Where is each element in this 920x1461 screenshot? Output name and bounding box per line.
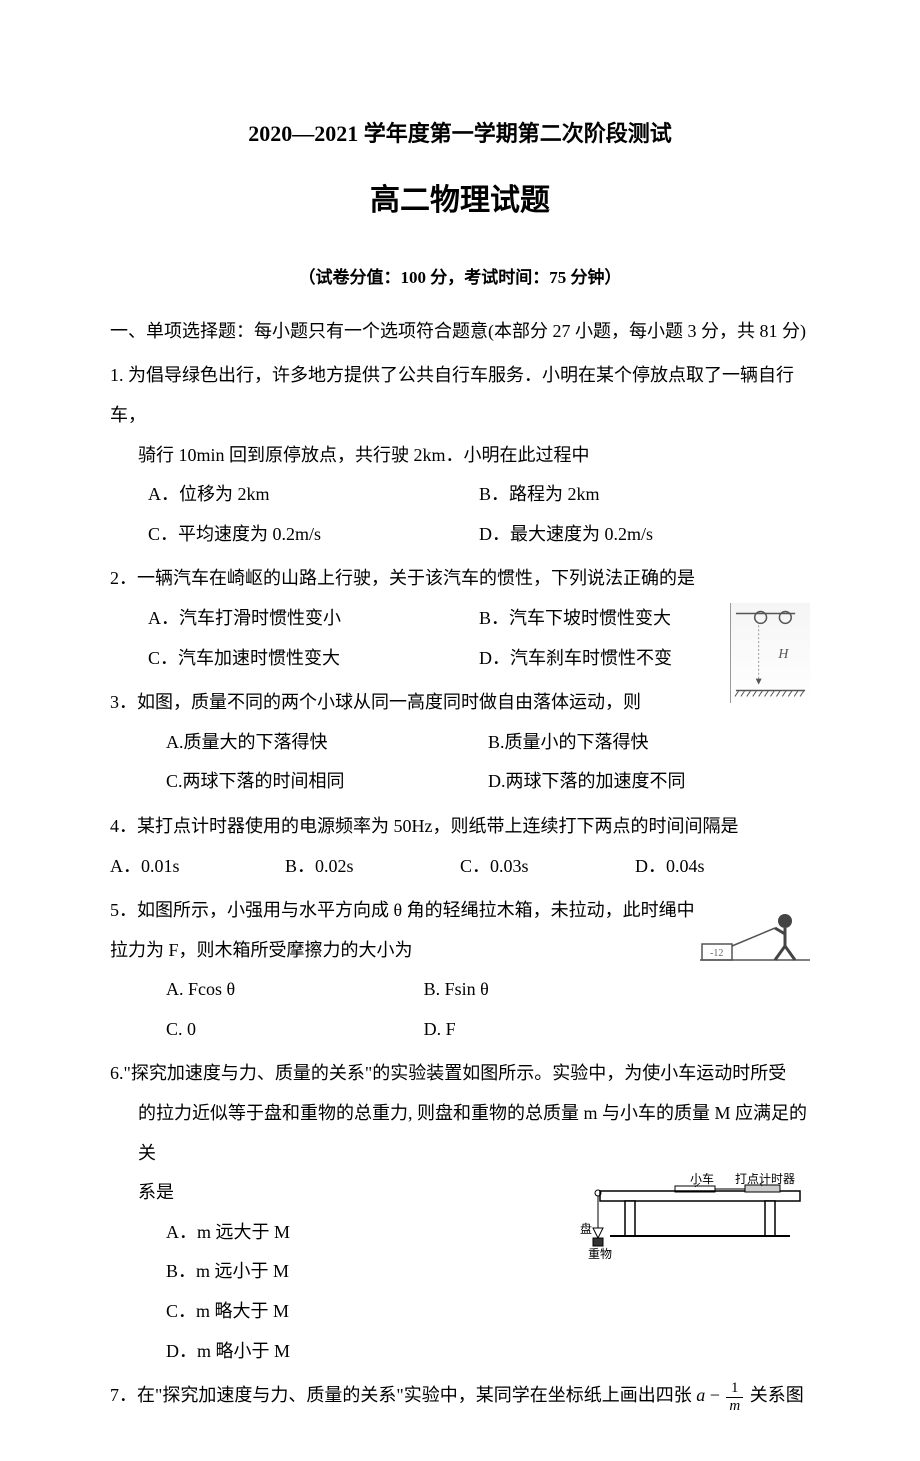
q5-option-c: C. 0 — [166, 1010, 424, 1050]
q7-text: 7．在"探究加速度与力、质量的关系"实验中，某同学在坐标纸上画出四张 a − 1… — [110, 1376, 810, 1416]
question-3: H 3．如图，质量不同的两个小球从同一高度同时做自由落体运动，则 A.质量大的下… — [110, 683, 810, 802]
q7-frac-den: m — [726, 1398, 743, 1415]
q1-option-d: D．最大速度为 0.2m/s — [479, 515, 810, 555]
q3-text: 3．如图，质量不同的两个小球从同一高度同时做自由落体运动，则 — [110, 683, 810, 723]
q1-option-b: B．路程为 2km — [479, 475, 810, 515]
q3-figure: H — [730, 603, 810, 703]
svg-text:盘: 盘 — [580, 1221, 592, 1236]
section1-header: 一、单项选择题：每小题只有一个选项符合题意(本部分 27 小题，每小题 3 分，… — [110, 312, 810, 352]
q5-option-d: D. F — [424, 1010, 746, 1050]
sub-title: 高二物理试题 — [110, 168, 810, 234]
q3-option-b: B.质量小的下落得快 — [488, 723, 810, 763]
question-1: 1. 为倡导绿色出行，许多地方提供了公共自行车服务．小明在某个停放点取了一辆自行… — [110, 356, 810, 554]
q1-option-a: A．位移为 2km — [148, 475, 479, 515]
q5-option-b: B. Fsin θ — [424, 970, 746, 1010]
q1-text-line1: 1. 为倡导绿色出行，许多地方提供了公共自行车服务．小明在某个停放点取了一辆自行… — [110, 356, 810, 435]
q3-option-a: A.质量大的下落得快 — [166, 723, 488, 763]
q3-option-d: D.两球下落的加速度不同 — [488, 762, 810, 802]
q4-option-c: C．0.03s — [460, 847, 635, 887]
main-title: 2020—2021 学年度第一学期第二次阶段测试 — [110, 110, 810, 158]
q4-option-a: A．0.01s — [110, 847, 285, 887]
question-4: 4．某打点计时器使用的电源频率为 50Hz，则纸带上连续打下两点的时间间隔是 A… — [110, 807, 810, 886]
q2-option-a: A．汽车打滑时惯性变小 — [148, 599, 479, 639]
q4-text: 4．某打点计时器使用的电源频率为 50Hz，则纸带上连续打下两点的时间间隔是 — [110, 807, 810, 847]
q4-option-b: B．0.02s — [285, 847, 460, 887]
q1-option-c: C．平均速度为 0.2m/s — [148, 515, 479, 555]
svg-text:-12: -12 — [710, 948, 723, 959]
q6-option-c: C．m 略大于 M — [166, 1292, 810, 1332]
svg-text:打点计时器: 打点计时器 — [735, 1173, 795, 1186]
q6-text-line2: 的拉力近似等于盘和重物的总重力, 则盘和重物的总质量 m 与小车的质量 M 应满… — [110, 1094, 810, 1173]
q5-option-a: A. Fcos θ — [166, 970, 424, 1010]
q7-fraction: 1 m — [726, 1380, 743, 1414]
question-2: 2．一辆汽车在崎岖的山路上行驶，关于该汽车的惯性，下列说法正确的是 A．汽车打滑… — [110, 559, 810, 678]
svg-text:重物: 重物 — [588, 1247, 612, 1261]
q6-option-d: D．m 略小于 M — [166, 1332, 810, 1372]
q7-var-a: a — [696, 1385, 705, 1405]
q2-option-c: C．汽车加速时惯性变大 — [148, 639, 479, 679]
svg-text:小车: 小车 — [690, 1173, 714, 1186]
q6-figure: 小车 打点计时器 盘 重物 — [580, 1173, 810, 1263]
q1-text-line2: 骑行 10min 回到原停放点，共行驶 2km．小明在此过程中 — [110, 436, 810, 476]
q7-frac-num: 1 — [726, 1380, 743, 1398]
q2-text: 2．一辆汽车在崎岖的山路上行驶，关于该汽车的惯性，下列说法正确的是 — [110, 559, 810, 599]
q5-figure: -12 — [700, 906, 810, 966]
q6-text-line1: 6."探究加速度与力、质量的关系"的实验装置如图所示。实验中，为使小车运动时所受 — [110, 1054, 810, 1094]
svg-text:H: H — [777, 646, 789, 661]
q7-text-prefix: 7．在"探究加速度与力、质量的关系"实验中，某同学在坐标纸上画出四张 — [110, 1385, 692, 1405]
question-7: 7．在"探究加速度与力、质量的关系"实验中，某同学在坐标纸上画出四张 a − 1… — [110, 1376, 810, 1416]
q4-option-d: D．0.04s — [635, 847, 810, 887]
exam-info: （试卷分值：100 分，考试时间：75 分钟） — [110, 259, 810, 296]
q7-minus: − — [710, 1385, 720, 1405]
question-5: -12 5．如图所示，小强用与水平方向成 θ 角的轻绳拉木箱，未拉动，此时绳中 … — [110, 891, 810, 1049]
question-6: 6."探究加速度与力、质量的关系"的实验装置如图所示。实验中，为使小车运动时所受… — [110, 1054, 810, 1371]
q3-option-c: C.两球下落的时间相同 — [166, 762, 488, 802]
q7-text-suffix: 关系图 — [750, 1385, 804, 1405]
